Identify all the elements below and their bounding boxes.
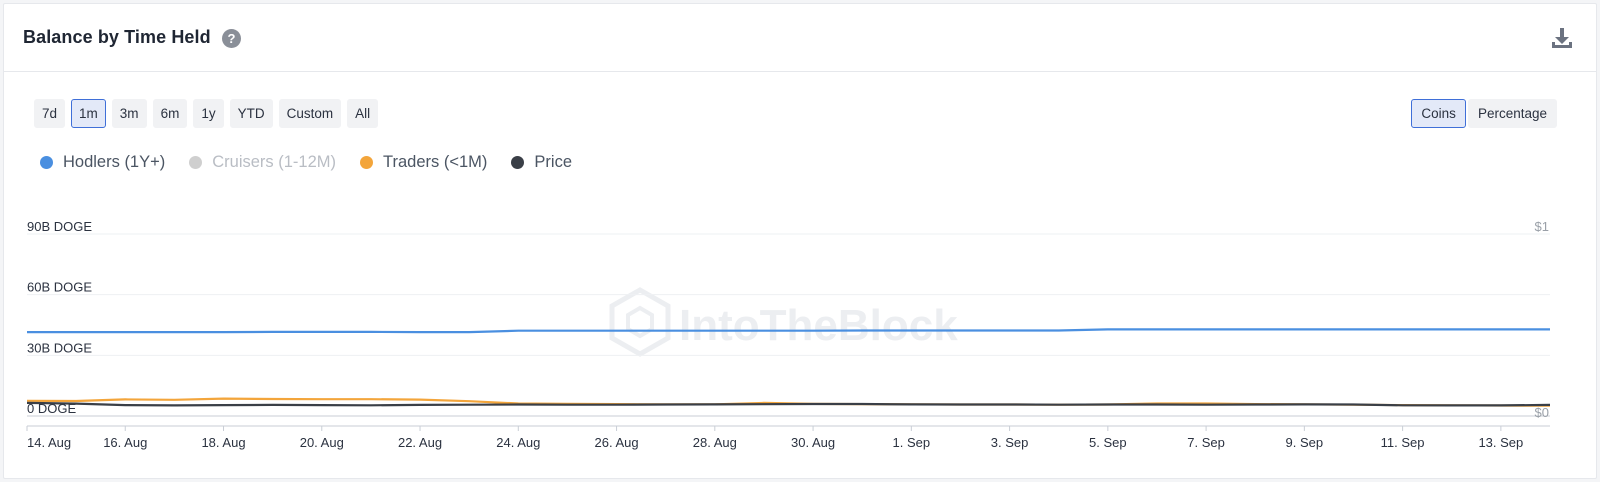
range-button-3m[interactable]: 3m bbox=[111, 99, 147, 128]
y-tick-right: $0 bbox=[1535, 405, 1549, 420]
series-line-hodlers bbox=[27, 328, 1550, 334]
x-tick-label: 11. Sep bbox=[1381, 435, 1425, 450]
watermark-text: IntoTheBlock bbox=[679, 301, 958, 350]
line-chart: IntoTheBlock 0 DOGE 30B DOGE 60B DOGE 90B DO… bbox=[26, 219, 1551, 450]
x-tick-label: 20. Aug bbox=[300, 435, 344, 450]
x-tick-label: 30. Aug bbox=[791, 435, 835, 450]
watermark: IntoTheBlock bbox=[609, 287, 958, 357]
legend-item[interactable]: Cruisers (1-12M) bbox=[189, 153, 336, 172]
download-icon[interactable] bbox=[1550, 26, 1574, 50]
y-tick-left: 0 DOGE bbox=[27, 401, 76, 416]
x-tick-label: 7. Sep bbox=[1187, 435, 1225, 450]
range-button-ytd[interactable]: YTD bbox=[229, 99, 273, 128]
series-line-price bbox=[26, 401, 1551, 407]
legend-item[interactable]: Price bbox=[511, 153, 572, 172]
legend-item[interactable]: Hodlers (1Y+) bbox=[40, 153, 165, 172]
legend-label: Traders (<1M) bbox=[383, 153, 488, 171]
x-tick-label: 26. Aug bbox=[594, 435, 638, 450]
x-tick-label: 22. Aug bbox=[398, 435, 442, 450]
legend-dot bbox=[511, 156, 525, 169]
x-tick-label: 1. Sep bbox=[893, 435, 931, 450]
y-tick-left: 90B DOGE bbox=[27, 219, 92, 234]
chart-legend: Hodlers (1Y+) Cruisers (1-12M) Traders (<1… bbox=[40, 153, 572, 172]
legend-item[interactable]: Traders (<1M) bbox=[360, 153, 487, 172]
y-tick-left: 30B DOGE bbox=[27, 340, 92, 355]
x-tick-label: 28. Aug bbox=[693, 435, 737, 450]
chart-card: Balance by Time Held ? 7d 1m 3m 6m 1y YTD Cust… bbox=[3, 3, 1597, 479]
legend-label: Hodlers (1Y+) bbox=[63, 153, 166, 171]
y-tick-right: $1 bbox=[1535, 219, 1549, 234]
x-tick-label: 3. Sep bbox=[991, 435, 1029, 450]
x-tick-label: 13. Sep bbox=[1478, 435, 1523, 450]
legend-dot bbox=[189, 156, 203, 169]
range-button-6m[interactable]: 6m bbox=[152, 99, 188, 128]
range-button-1y[interactable]: 1y bbox=[193, 99, 224, 128]
legend-label: Cruisers (1-12M) bbox=[212, 153, 337, 171]
range-button-custom[interactable]: Custom bbox=[278, 99, 342, 128]
unit-toggle: Coins Percentage bbox=[1411, 99, 1557, 128]
x-tick-label: 14. Aug bbox=[27, 435, 71, 450]
x-tick-label: 24. Aug bbox=[496, 435, 540, 450]
x-tick-label: 9. Sep bbox=[1286, 435, 1324, 450]
x-tick-label: 18. Aug bbox=[201, 435, 245, 450]
question-circle-icon[interactable]: ? bbox=[222, 29, 241, 48]
chart-title: Balance by Time Held bbox=[23, 27, 211, 47]
watermark-logo-inner bbox=[626, 305, 654, 339]
time-range-selector: 7d 1m 3m 6m 1y YTD Custom All bbox=[34, 99, 379, 128]
x-tick-label: 16. Aug bbox=[103, 435, 147, 450]
legend-dot bbox=[360, 156, 374, 169]
legend-label: Price bbox=[534, 153, 572, 171]
unit-button-coins[interactable]: Coins bbox=[1411, 99, 1466, 128]
x-tick-label: 5. Sep bbox=[1089, 435, 1127, 450]
range-button-1m[interactable]: 1m bbox=[71, 99, 106, 128]
card-header: Balance by Time Held ? bbox=[4, 4, 1596, 72]
watermark-logo-icon bbox=[609, 287, 671, 357]
range-button-7d[interactable]: 7d bbox=[34, 99, 66, 128]
legend-dot bbox=[40, 156, 53, 169]
unit-button-percentage[interactable]: Percentage bbox=[1467, 99, 1557, 128]
y-tick-left: 60B DOGE bbox=[27, 280, 92, 295]
range-button-all[interactable]: All bbox=[347, 99, 379, 128]
